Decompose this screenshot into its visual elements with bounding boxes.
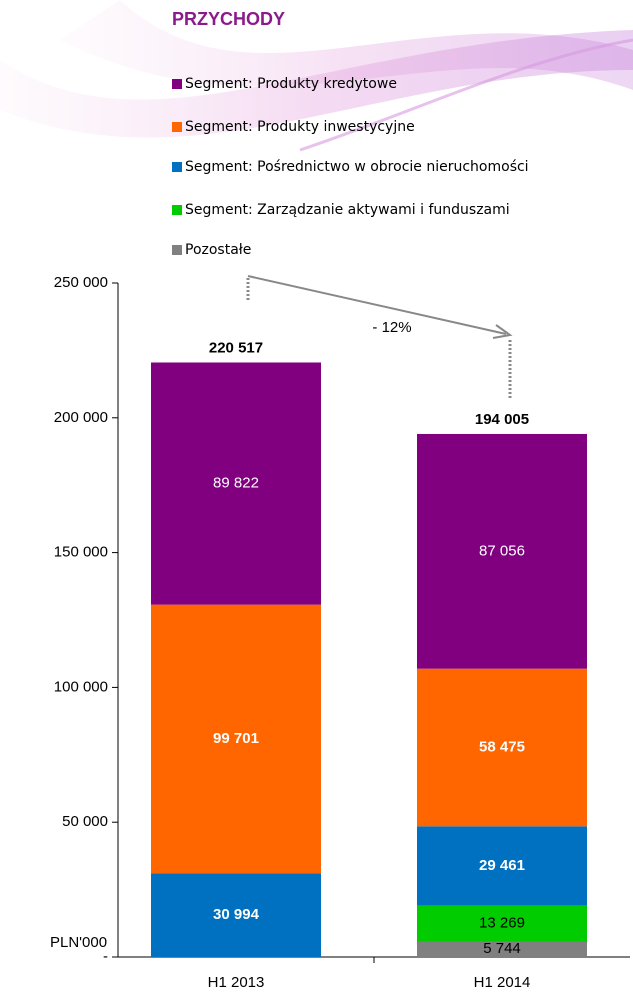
x-tick-label: H1 2014 xyxy=(474,974,531,991)
data-label: 87 056 xyxy=(479,542,525,559)
total-label: 194 005 xyxy=(475,411,529,428)
legend-label: Segment: Zarządzanie aktywami i fundusza… xyxy=(185,202,510,218)
y-tick-label: 150 000 xyxy=(54,544,108,561)
legend-label: Segment: Pośrednictwo w obrocie nierucho… xyxy=(185,159,529,175)
legend-label: Pozostałe xyxy=(185,242,251,258)
legend-swatch xyxy=(172,205,182,215)
unit-label: PLN'000 xyxy=(50,934,107,951)
chart: PRZYCHODY PLN'000 - 12% Segment: Produkt… xyxy=(0,0,633,997)
change-annotation: - 12% xyxy=(372,319,411,336)
total-label: 220 517 xyxy=(209,339,263,356)
data-label: 30 994 xyxy=(213,906,260,923)
data-label: 13 269 xyxy=(479,915,525,932)
data-label: 89 822 xyxy=(213,475,259,492)
data-label: 99 701 xyxy=(213,730,259,747)
legend-swatch xyxy=(172,79,182,89)
data-label: 58 475 xyxy=(479,738,525,755)
data-label: 29 461 xyxy=(479,857,525,874)
y-tick-label: - xyxy=(103,948,108,965)
legend-swatch xyxy=(172,122,182,132)
y-tick-label: 50 000 xyxy=(62,813,108,830)
x-tick-label: H1 2013 xyxy=(208,974,265,991)
data-label: 5 744 xyxy=(483,940,521,957)
y-tick-label: 250 000 xyxy=(54,274,108,291)
legend-swatch xyxy=(172,245,182,255)
legend-label: Segment: Produkty inwestycyjne xyxy=(185,119,415,135)
y-tick-label: 200 000 xyxy=(54,409,108,426)
chart-title: PRZYCHODY xyxy=(172,9,285,29)
legend-swatch xyxy=(172,162,182,172)
legend-label: Segment: Produkty kredytowe xyxy=(185,76,397,92)
y-tick-label: 100 000 xyxy=(54,678,108,695)
